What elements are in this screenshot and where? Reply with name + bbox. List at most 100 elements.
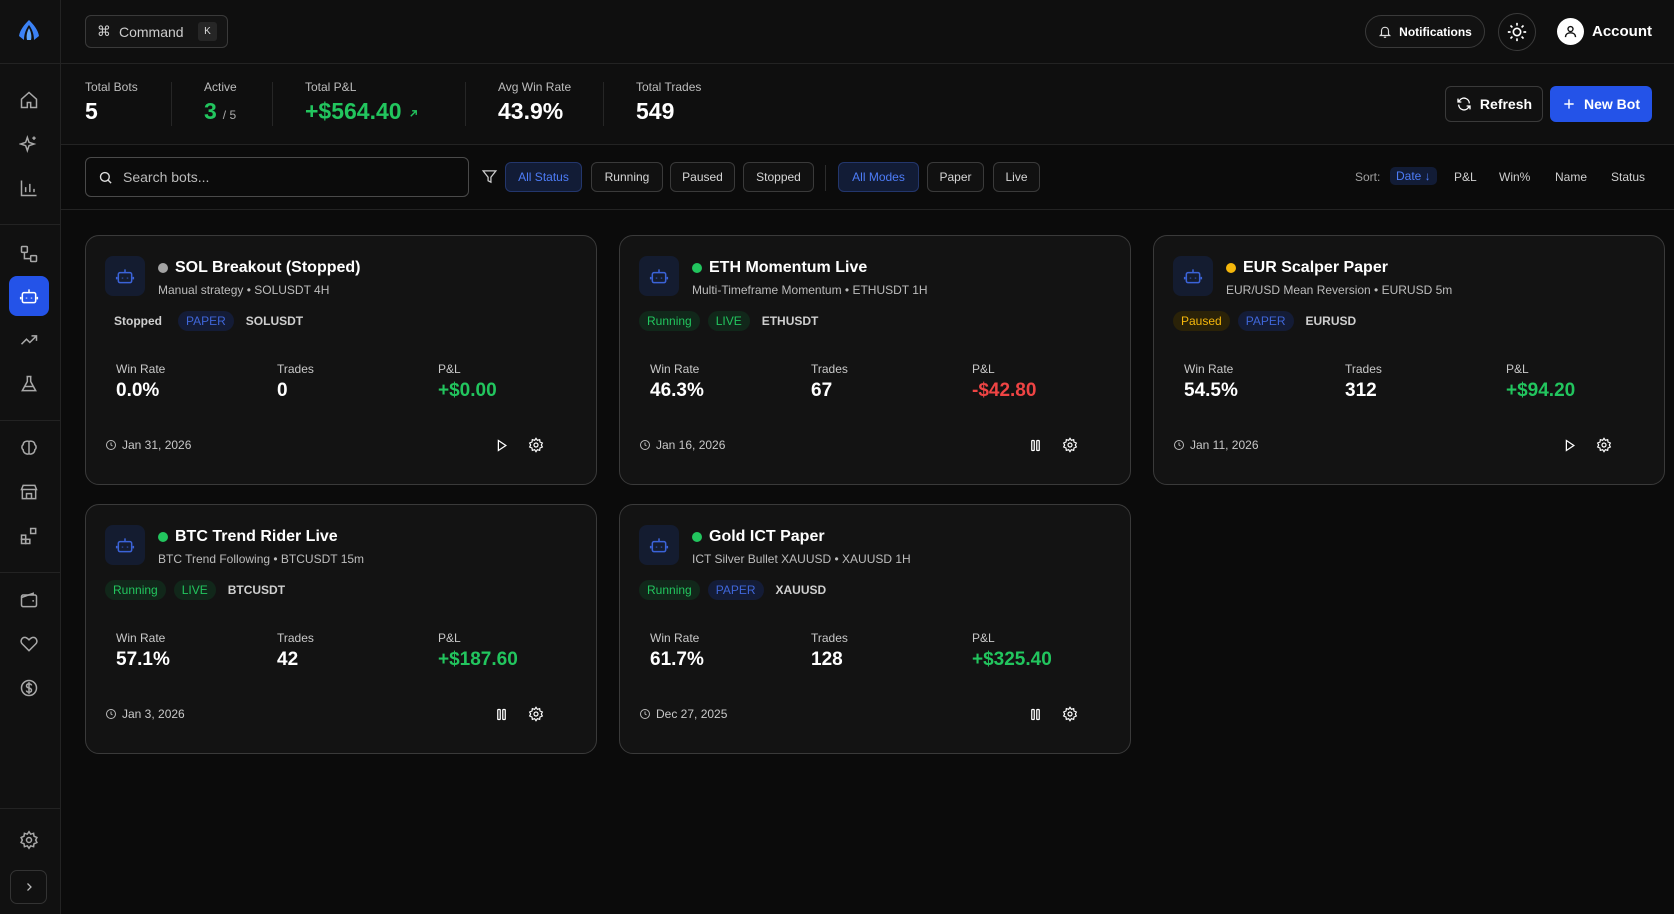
play-icon: [1562, 438, 1577, 453]
clock-icon: [105, 708, 117, 720]
command-palette-button[interactable]: ⌘ Command K: [85, 15, 228, 48]
sort-label: Sort:: [1355, 170, 1381, 184]
sidebar-item-billing[interactable]: [9, 668, 49, 708]
metric-pnl: P&L +$325.40: [972, 631, 1052, 671]
pause-icon: [494, 707, 509, 722]
metric-value: 61.7%: [650, 649, 704, 670]
metric-pnl: P&L +$94.20: [1506, 362, 1575, 402]
sidebar-item-ai[interactable]: [9, 124, 49, 164]
bot-start-button[interactable]: [488, 432, 514, 458]
bot-icon: [639, 256, 679, 296]
bot-pause-button[interactable]: [1022, 432, 1048, 458]
sidebar-item-store[interactable]: [9, 472, 49, 512]
pause-icon: [1028, 438, 1043, 453]
stat-total-bots: Total Bots 5: [85, 80, 138, 125]
settings-icon: [19, 830, 39, 850]
stat-label: Total Trades: [636, 80, 702, 94]
metric-value: -$42.80: [972, 380, 1037, 401]
search-box[interactable]: [85, 157, 469, 197]
symbol-badge: EURUSD: [1305, 314, 1357, 328]
metric-label: Win Rate: [1184, 362, 1234, 376]
settings-icon: [1062, 437, 1078, 453]
metric-trades: Trades 128: [811, 631, 848, 671]
settings-icon: [528, 706, 544, 722]
avatar: [1557, 18, 1584, 45]
sort-name[interactable]: Name: [1555, 170, 1588, 184]
sort-winrate[interactable]: Win%: [1499, 170, 1531, 184]
filter-status-stopped[interactable]: Stopped: [743, 162, 814, 192]
wallet-icon: [19, 590, 39, 610]
sidebar-item-analytics[interactable]: [9, 168, 49, 208]
bot-card[interactable]: ETH Momentum Live Multi-Timeframe Moment…: [619, 235, 1131, 485]
metric-label: Trades: [1345, 362, 1382, 376]
sort-date[interactable]: Date ↓: [1390, 167, 1437, 185]
sidebar-item-brain[interactable]: [9, 428, 49, 468]
sidebar-item-home[interactable]: [9, 80, 49, 120]
sidebar-collapse-button[interactable]: [10, 870, 47, 904]
metric-label: Win Rate: [116, 631, 166, 645]
status-dot: [158, 263, 168, 273]
metric-label: Trades: [811, 631, 848, 645]
filter-status-all[interactable]: All Status: [505, 162, 582, 192]
metric-label: Trades: [277, 362, 314, 376]
theme-toggle-button[interactable]: [1498, 13, 1536, 51]
sun-icon: [1506, 21, 1528, 43]
bot-card[interactable]: EUR Scalper Paper EUR/USD Mean Reversion…: [1153, 235, 1665, 485]
metric-label: P&L: [972, 631, 995, 645]
filter-status-paused[interactable]: Paused: [670, 162, 735, 192]
bot-card[interactable]: Gold ICT Paper ICT Silver Bullet XAUUSD …: [619, 504, 1131, 754]
bot-settings-button[interactable]: [1057, 432, 1083, 458]
metric-pnl: P&L -$42.80: [972, 362, 1036, 402]
bot-name: Gold ICT Paper: [709, 528, 825, 545]
sidebar-item-lab[interactable]: [9, 364, 49, 404]
bot-name: BTC Trend Rider Live: [175, 528, 338, 545]
notifications-button[interactable]: Notifications: [1365, 15, 1485, 48]
metric-label: P&L: [1506, 362, 1529, 376]
bot-icon: [1173, 256, 1213, 296]
store-icon: [19, 482, 39, 502]
stat-value: 549: [636, 98, 675, 124]
account-menu[interactable]: Account: [1557, 18, 1652, 45]
workflow-icon: [19, 244, 39, 264]
bot-card[interactable]: BTC Trend Rider Live BTC Trend Following…: [85, 504, 597, 754]
bot-settings-button[interactable]: [523, 701, 549, 727]
stat-value: 5: [85, 98, 98, 124]
filter-mode-all[interactable]: All Modes: [838, 162, 919, 192]
bot-badges: Running LIVE BTCUSDT: [105, 580, 289, 600]
stat-label: Active: [204, 80, 237, 94]
clock-icon: [1173, 439, 1185, 451]
stat-avg-win-rate: Avg Win Rate 43.9%: [498, 80, 571, 125]
brand-logo-icon[interactable]: [16, 18, 42, 42]
bot-start-button[interactable]: [1556, 432, 1582, 458]
bot-settings-button[interactable]: [1591, 432, 1617, 458]
stat-value: 3: [204, 98, 217, 124]
metric-label: Win Rate: [116, 362, 166, 376]
metric-value: 54.5%: [1184, 380, 1238, 401]
sidebar-item-wallet[interactable]: [9, 580, 49, 620]
bot-settings-button[interactable]: [523, 432, 549, 458]
filter-mode-paper[interactable]: Paper: [927, 162, 984, 192]
date-text: Jan 31, 2026: [122, 438, 192, 452]
sidebar-item-bots[interactable]: [9, 276, 49, 316]
sort-pnl[interactable]: P&L: [1454, 170, 1477, 184]
bot-card[interactable]: SOL Breakout (Stopped) Manual strategy •…: [85, 235, 597, 485]
sidebar-item-apps[interactable]: [9, 516, 49, 556]
sidebar-item-trends[interactable]: [9, 320, 49, 360]
bot-pause-button[interactable]: [1022, 701, 1048, 727]
filter-bar: All Status Running Paused Stopped All Mo…: [61, 145, 1674, 210]
bot-settings-button[interactable]: [1057, 701, 1083, 727]
sidebar-item-favorites[interactable]: [9, 624, 49, 664]
filter-status-running[interactable]: Running: [591, 162, 663, 192]
metric-value: +$0.00: [438, 380, 497, 401]
bot-badges: Paused PAPER EURUSD: [1173, 311, 1360, 331]
search-input[interactable]: [123, 169, 443, 185]
bot-pause-button[interactable]: [488, 701, 514, 727]
new-bot-button[interactable]: New Bot: [1550, 86, 1652, 122]
bot-subtitle: Manual strategy • SOLUSDT 4H: [158, 283, 330, 297]
sort-status[interactable]: Status: [1611, 170, 1646, 184]
filter-mode-live[interactable]: Live: [993, 162, 1040, 192]
sidebar-item-settings[interactable]: [9, 820, 49, 860]
refresh-button[interactable]: Refresh: [1445, 86, 1543, 122]
sidebar-item-workflows[interactable]: [9, 234, 49, 274]
metric-label: P&L: [438, 362, 461, 376]
